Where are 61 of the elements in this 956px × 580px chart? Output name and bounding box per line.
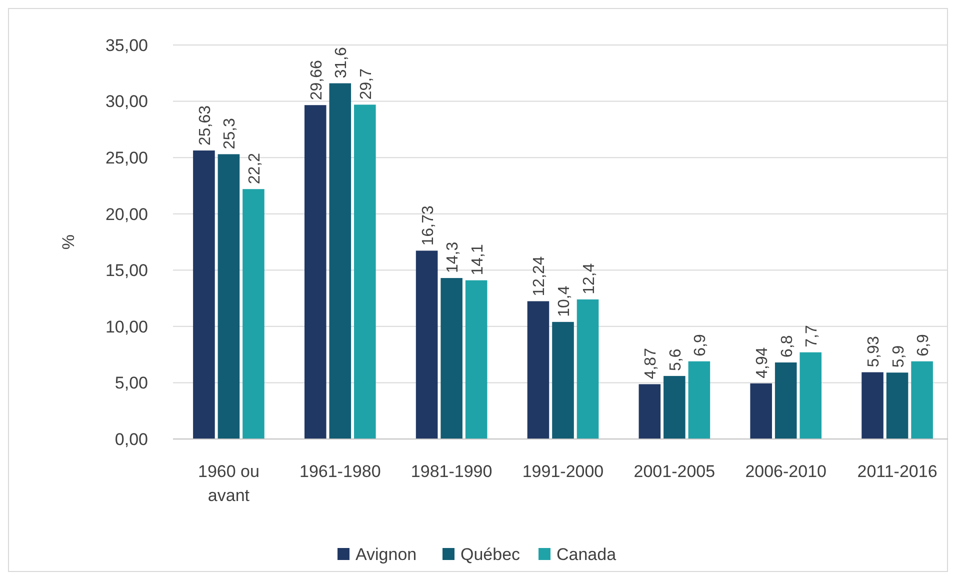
legend-label: Québec	[460, 545, 521, 564]
y-tick-label: 15,00	[105, 261, 148, 280]
data-label: 6,9	[915, 334, 932, 356]
bar	[638, 384, 661, 439]
y-tick-label: 20,00	[105, 204, 148, 224]
y-tick-label: 5,00	[114, 374, 148, 393]
data-label: 31,6	[333, 47, 350, 78]
bar	[465, 280, 488, 439]
data-label: 12,4	[580, 263, 598, 294]
bar	[218, 154, 240, 439]
data-label: 4,94	[754, 347, 772, 378]
data-label: 6,9	[692, 334, 710, 356]
bar	[911, 361, 933, 439]
bar	[750, 383, 772, 439]
bar	[527, 301, 550, 439]
y-tick-label: 10,00	[105, 317, 148, 336]
data-label: 5,93	[866, 336, 883, 368]
data-label: 5,9	[890, 345, 908, 368]
x-tick-label: 1991-2000	[522, 462, 604, 481]
bar	[552, 322, 574, 439]
data-label: 22,2	[246, 152, 264, 184]
data-label: 25,63	[196, 105, 214, 146]
x-tick-label: 2001-2005	[634, 462, 716, 481]
data-label: 14,1	[469, 244, 486, 276]
data-label: 4,87	[642, 348, 660, 380]
x-tick-label: 1960 ou avant	[198, 462, 260, 505]
data-label: 29,66	[308, 60, 326, 100]
data-label: 14,3	[444, 242, 462, 274]
bar	[416, 250, 438, 439]
bar	[304, 105, 326, 439]
bar	[354, 104, 376, 439]
y-tick-label: 25,00	[105, 148, 148, 168]
legend-label: Avignon	[356, 545, 417, 564]
bar	[193, 150, 215, 439]
data-label: 5,6	[667, 348, 684, 371]
bar	[576, 299, 599, 439]
bar	[329, 83, 352, 439]
bar	[242, 189, 264, 439]
x-tick-label: 2006-2010	[745, 462, 827, 481]
data-label: 6,8	[778, 335, 796, 358]
bar	[664, 376, 686, 439]
x-tick-label: 1961-1980	[299, 462, 381, 481]
data-label: 16,73	[420, 206, 437, 246]
bar	[862, 372, 884, 439]
x-tick-label: 1981-1990	[410, 462, 492, 481]
legend-label: Canada	[556, 545, 617, 564]
bar	[688, 361, 710, 439]
data-label: 25,3	[222, 118, 239, 150]
y-tick-label: 0,00	[114, 430, 148, 449]
x-tick-label: 2011-2016	[857, 462, 938, 481]
bar	[440, 278, 462, 439]
y-tick-label: 30,00	[105, 92, 148, 112]
y-tick-label: 35,00	[105, 36, 148, 55]
data-label: 10,4	[556, 286, 573, 317]
bar	[800, 352, 822, 439]
bar	[886, 372, 908, 439]
data-label: 29,7	[358, 68, 375, 100]
data-label: 7,7	[804, 324, 821, 348]
y-axis-title: %	[59, 234, 78, 250]
bar	[774, 362, 797, 439]
data-label: 12,24	[531, 256, 548, 296]
